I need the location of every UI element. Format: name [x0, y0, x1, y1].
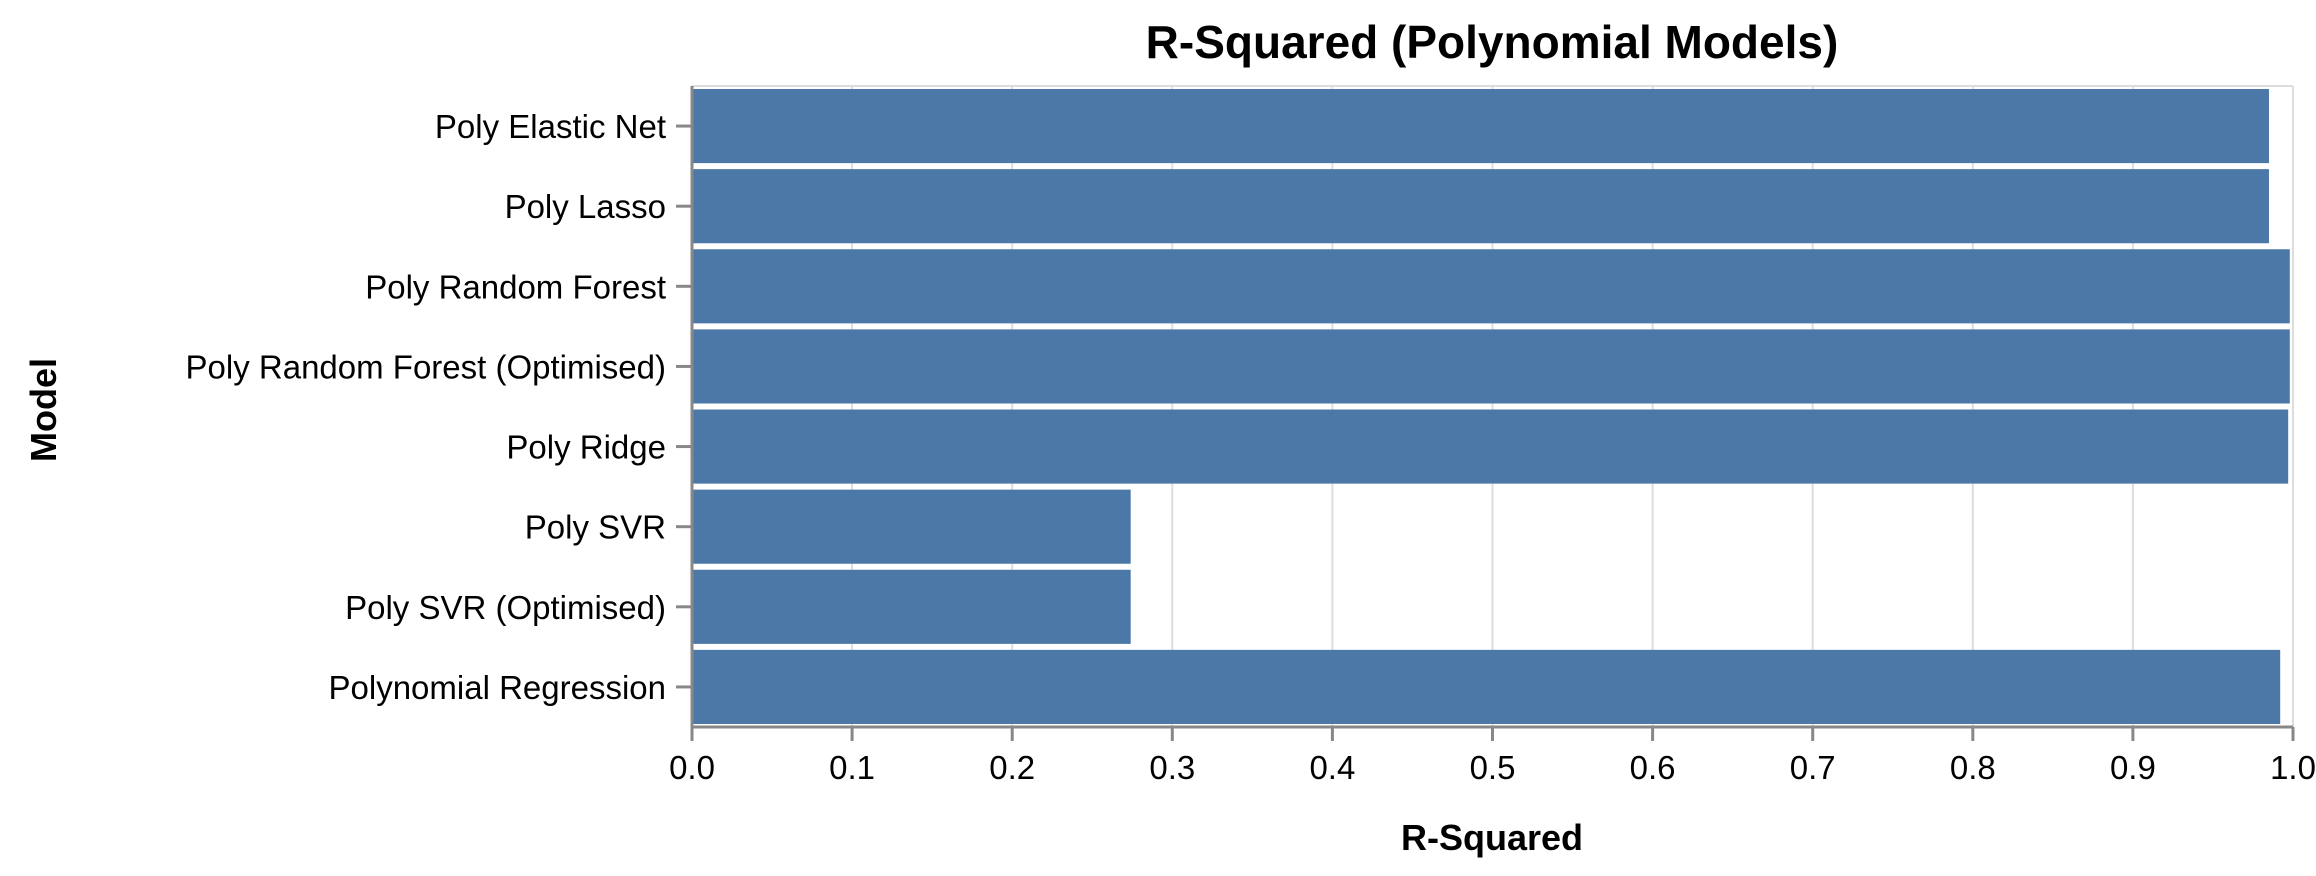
y-tick-label: Poly Random Forest (Optimised) — [186, 348, 666, 385]
axes: 0.0 0.1 0.2 0.3 0.4 0.5 0.6 0.7 0.8 0.9 1.0 Poly El… — [186, 86, 2316, 786]
bar-poly-lasso — [692, 169, 2269, 244]
x-tick-label: 0.8 — [1950, 749, 1996, 786]
y-tick-label: Poly SVR — [525, 509, 666, 546]
y-tick-label: Poly Lasso — [505, 188, 666, 225]
chart-title: R-Squared (Polynomial Models) — [1146, 16, 1839, 68]
bar-poly-random-forest-optimised — [692, 329, 2290, 404]
bars — [692, 89, 2290, 724]
x-tick-label: 0.3 — [1149, 749, 1195, 786]
x-tick-label: 1.0 — [2270, 749, 2316, 786]
x-tick-label: 0.2 — [989, 749, 1035, 786]
x-tick-label: 0.1 — [829, 749, 875, 786]
y-tick-label: Poly Random Forest — [365, 268, 666, 305]
bar-poly-random-forest — [692, 249, 2290, 324]
bar-polynomial-regression — [692, 649, 2281, 724]
bar-poly-elastic-net — [692, 89, 2269, 164]
y-tick-label: Poly Elastic Net — [435, 108, 666, 145]
x-tick-label: 0.0 — [669, 749, 715, 786]
x-tick-label: 0.9 — [2110, 749, 2156, 786]
bar-poly-svr-optimised — [692, 569, 1131, 644]
x-tick-label: 0.4 — [1309, 749, 1355, 786]
x-tick-label: 0.5 — [1470, 749, 1516, 786]
y-axis-title: Model — [23, 358, 64, 462]
x-axis-title: R-Squared — [1401, 817, 1583, 858]
x-tick-label: 0.6 — [1630, 749, 1676, 786]
y-tick-label: Poly Ridge — [506, 429, 666, 466]
bar-poly-ridge — [692, 409, 2289, 484]
bar-poly-svr — [692, 489, 1131, 564]
y-tick-label: Polynomial Regression — [329, 669, 667, 706]
y-tick-label: Poly SVR (Optimised) — [345, 589, 666, 626]
x-tick-label: 0.7 — [1790, 749, 1836, 786]
